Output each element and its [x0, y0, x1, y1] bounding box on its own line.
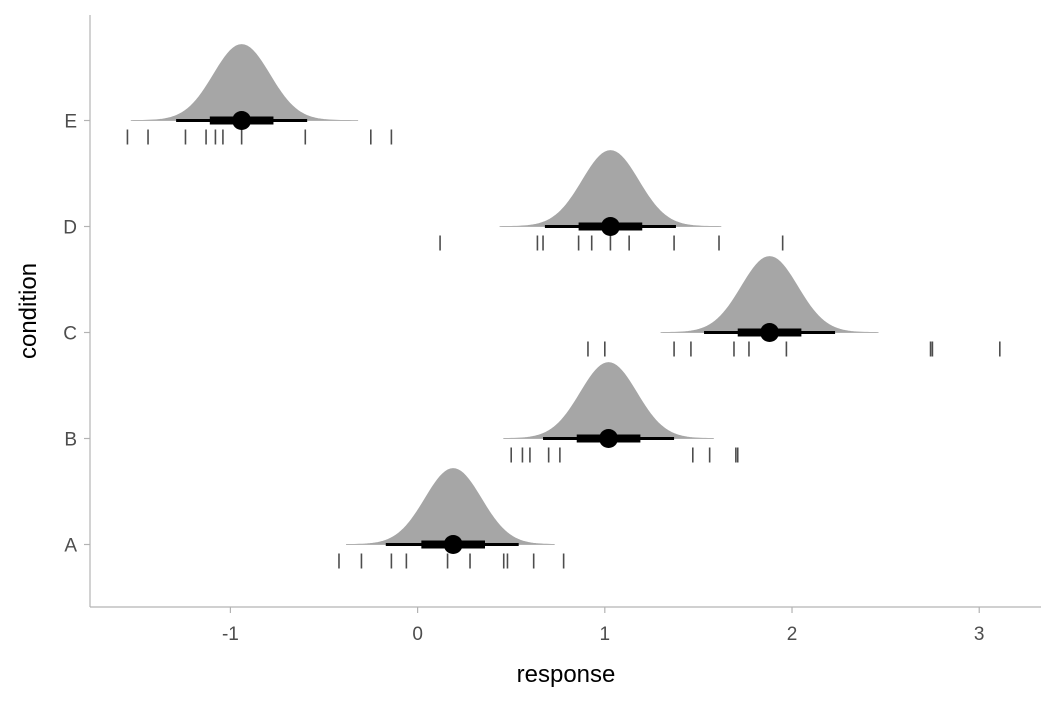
series-B: [503, 362, 739, 463]
x-tick-label: 1: [600, 624, 611, 645]
point-A: [443, 535, 463, 554]
x-tick-label: 3: [974, 624, 985, 645]
x-tick-label: 2: [787, 624, 798, 645]
point-C: [760, 323, 780, 342]
chart-marks: [126, 44, 1001, 569]
x-axis-title: response: [517, 661, 616, 688]
axis-ticks: -1 0 1 2 3 A B C D E: [63, 112, 984, 646]
density-A: [346, 468, 555, 545]
series-E: [126, 44, 393, 145]
x-tick-label: -1: [222, 624, 239, 645]
series-D: [439, 150, 784, 251]
y-tick-label: A: [64, 536, 77, 557]
point-E: [232, 111, 252, 130]
density-B: [503, 362, 714, 439]
point-D: [600, 217, 620, 236]
y-tick-label: C: [63, 324, 77, 345]
y-tick-label: D: [63, 218, 77, 239]
y-tick-label: E: [64, 112, 77, 133]
y-tick-label: B: [64, 430, 77, 451]
series-C: [587, 256, 1001, 357]
series-A: [338, 468, 565, 569]
density-C: [660, 256, 879, 333]
density-E: [130, 44, 359, 121]
y-axis-title: condition: [15, 263, 42, 359]
x-tick-label: 0: [412, 624, 423, 645]
point-B: [599, 429, 619, 448]
density-D: [499, 150, 722, 227]
